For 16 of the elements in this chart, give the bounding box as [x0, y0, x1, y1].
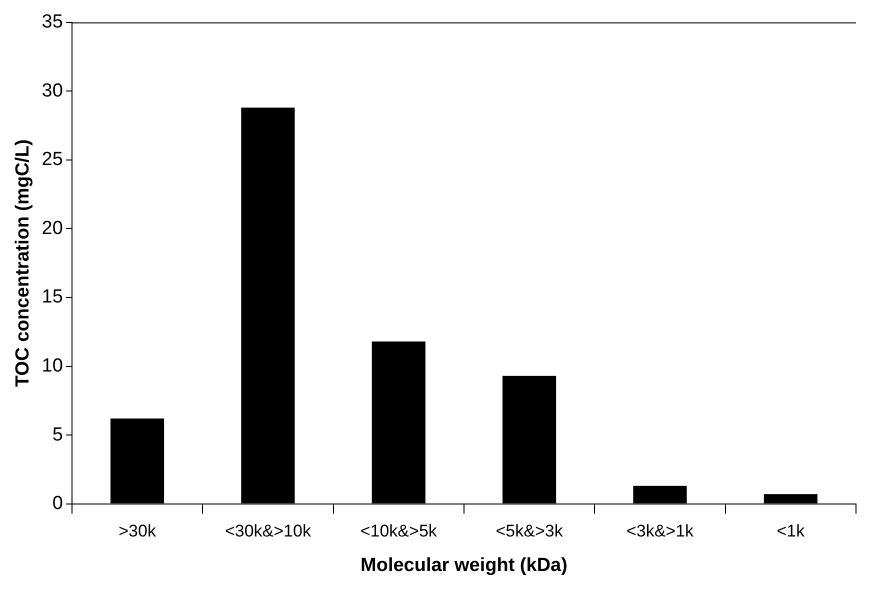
y-tick-label: 0 — [52, 493, 63, 514]
x-axis-title: Molecular weight (kDa) — [360, 554, 568, 576]
x-tick-label: >30k — [118, 522, 156, 541]
x-tick-label: <30k&>10k — [224, 522, 312, 541]
y-tick-label: 5 — [52, 424, 63, 446]
y-tick-label: 15 — [42, 286, 63, 308]
y-tick-label: 10 — [42, 355, 63, 376]
y-tick-label: 35 — [42, 12, 63, 33]
x-tick-label: <5k&>3k — [496, 522, 564, 541]
y-axis-title: TOC concentration (mgC/L) — [12, 139, 34, 387]
y-tick-label: 30 — [42, 80, 63, 102]
x-tick-label: <3k&>1k — [626, 522, 694, 541]
x-tick-label: <10k&>5k — [360, 522, 438, 541]
y-tick-label: 25 — [42, 149, 63, 170]
x-tick-label: <1k — [776, 522, 806, 541]
y-tick-label: 20 — [42, 218, 63, 239]
